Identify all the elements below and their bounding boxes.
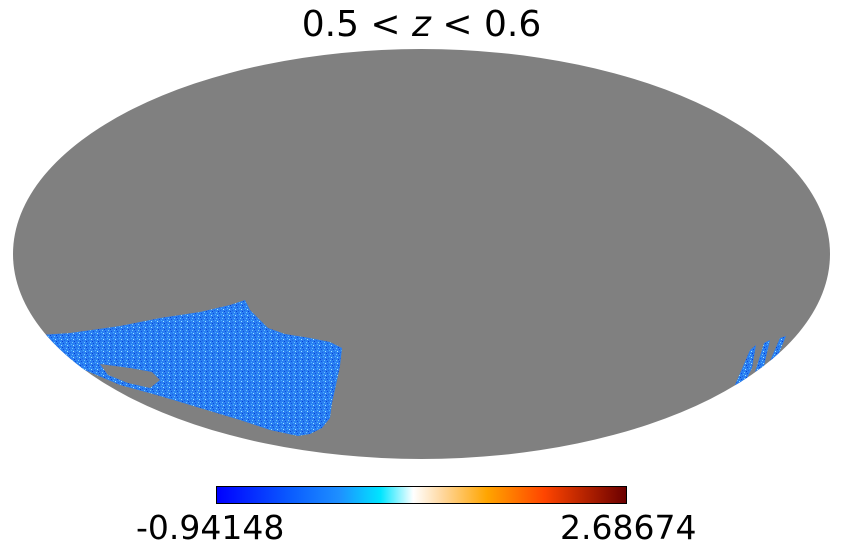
colorbar-max-label: 2.68674 [560, 508, 697, 547]
chart-title: 0.5 < z < 0.6 [0, 4, 843, 45]
title-left: 0.5 < [301, 4, 413, 45]
footprint-left [40, 300, 342, 436]
title-variable: z [412, 4, 431, 45]
title-right: < 0.6 [430, 4, 542, 45]
colorbar-min-label: -0.94148 [136, 508, 285, 547]
footprint-right-strip-3 [755, 340, 770, 372]
footprint-right-strip-2 [735, 345, 756, 389]
masked-sky [13, 49, 830, 459]
colorbar-gradient [217, 487, 626, 503]
footprint-right-strip-4 [770, 336, 786, 361]
colorbar [216, 486, 627, 504]
footprint-left-cut [100, 364, 160, 388]
